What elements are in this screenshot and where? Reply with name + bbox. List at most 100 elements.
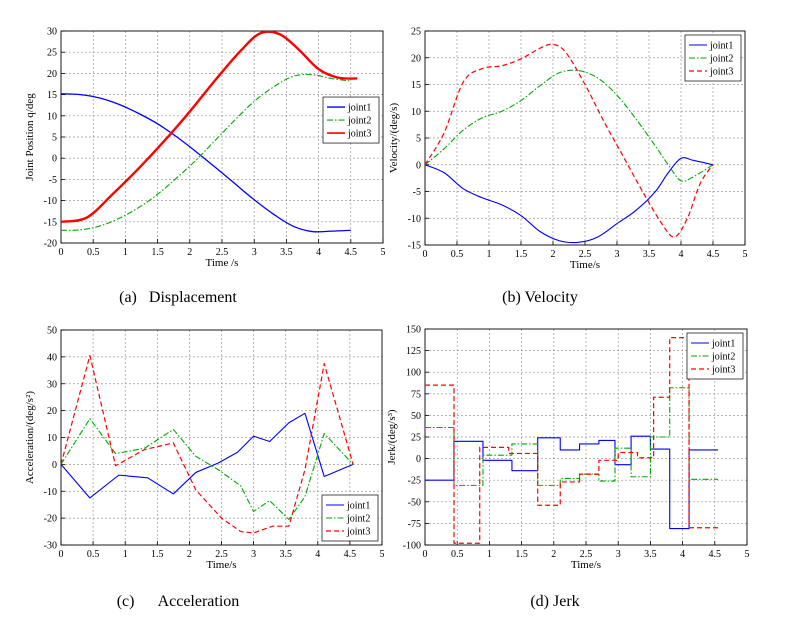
y-tick-label: 150 [406, 325, 421, 336]
series-line-joint3 [61, 31, 358, 223]
series-line-joint2 [425, 69, 714, 182]
chart-c: 0 0.5 1 1.5 2 2.5 3 3.5 4 4.5 5 -30 -20 -10 0 10 20 30 40 5… [24, 326, 385, 611]
legend-label: joint2 [346, 514, 370, 525]
y-axis-label: Jerk/(deg/s³) [386, 409, 398, 465]
x-tick-label: 4 [316, 247, 321, 258]
y-tick-label: 50 [47, 326, 57, 337]
legend-label: joint2 [347, 116, 371, 127]
y-tick-label: 25 [411, 433, 421, 444]
series-line-joint2 [61, 418, 354, 521]
series-line-joint2 [425, 387, 719, 486]
y-tick-label: -15 [44, 217, 57, 228]
y-axis-label: Velocity/(deg/s) [388, 103, 400, 174]
x-tick-label: 1.5 [515, 249, 528, 260]
x-tick-label: 4 [680, 549, 685, 560]
legend: joint1 joint2 joint3 [321, 494, 379, 542]
y-tick-label: -5 [49, 175, 57, 186]
legend-label: joint2 [711, 352, 735, 363]
y-tick-label: 20 [47, 69, 57, 80]
x-tick-label: 2.5 [215, 549, 228, 560]
legend-label: joint2 [709, 54, 733, 65]
x-tick-label: 4.5 [344, 549, 357, 560]
legend-label: joint1 [346, 501, 370, 512]
y-tick-label: 30 [47, 379, 57, 390]
x-tick-label: 5 [743, 249, 748, 260]
x-tick-label: 5 [381, 247, 386, 258]
chart-caption: (a) Displacement [119, 289, 237, 306]
series-line-joint1 [61, 93, 351, 233]
x-tick-label: 2 [187, 247, 192, 258]
x-tick-label: 1.5 [151, 247, 164, 258]
series-line-joint1 [425, 157, 714, 244]
y-tick-label: -10 [44, 196, 57, 207]
x-tick-label: 2.5 [580, 549, 593, 560]
y-tick-label: 10 [47, 111, 57, 122]
y-tick-label: 15 [47, 90, 57, 101]
y-tick-label: 100 [406, 368, 421, 379]
legend-label: joint1 [347, 103, 371, 114]
y-tick-label: 20 [411, 53, 421, 64]
chart-b: 0 0.5 1 1.5 2 2.5 3 3.5 4 4.5 5 -15 -10 -5 0 5 10 15 20 25 T… [388, 27, 748, 307]
x-tick-label: 4.5 [707, 249, 720, 260]
x-tick-label: 2.5 [216, 247, 229, 258]
x-tick-label: 0.5 [451, 549, 464, 560]
x-tick-label: 2.5 [579, 249, 592, 260]
series-line-joint3 [425, 337, 719, 544]
chart-a: 0 0.5 1 1.5 2 2.5 3 3.5 4 4.5 5 -20 -15 -10 -5 0 5 10 15 20… [24, 27, 386, 307]
x-tick-label: 3.5 [279, 549, 292, 560]
x-tick-label: 0 [423, 249, 428, 260]
y-tick-label: -25 [408, 476, 421, 487]
x-axis-label: Time/s [571, 559, 601, 571]
chart-caption: (c) Acceleration [117, 593, 240, 610]
x-tick-label: 2 [551, 549, 556, 560]
x-tick-label: 1 [123, 549, 128, 560]
x-tick-label: 4 [679, 249, 684, 260]
x-tick-label: 3.5 [280, 247, 293, 258]
x-tick-label: 4 [315, 549, 320, 560]
y-tick-label: 50 [411, 411, 421, 422]
y-tick-label: 0 [416, 160, 421, 171]
chart-caption: (b) Velocity [502, 289, 578, 306]
x-tick-label: 4.5 [709, 549, 722, 560]
y-tick-label: 0 [52, 154, 57, 165]
x-tick-label: 3 [616, 549, 621, 560]
legend-label: joint3 [347, 129, 371, 140]
x-tick-label: 0 [423, 549, 428, 560]
x-tick-label: 5 [745, 549, 750, 560]
series-line-joint1 [61, 412, 354, 499]
y-tick-label: 5 [52, 133, 57, 144]
series-line-joint2 [61, 73, 351, 231]
x-tick-label: 1 [123, 247, 128, 258]
x-tick-label: 0 [59, 247, 64, 258]
y-tick-label: 75 [411, 389, 421, 400]
y-axis-label: Acceleration/(deg/s²) [24, 391, 36, 484]
y-tick-label: -10 [44, 487, 57, 498]
y-tick-label: 10 [47, 433, 57, 444]
series-line-joint3 [425, 43, 714, 238]
y-tick-label: 25 [47, 48, 57, 59]
y-tick-label: -75 [408, 519, 421, 530]
x-tick-label: 4.5 [345, 247, 358, 258]
legend: joint1 joint2 joint3 [686, 332, 744, 380]
y-tick-label: -10 [408, 214, 421, 225]
y-tick-label: -50 [408, 497, 421, 508]
chart-d: 0 0.5 1 1.5 2 2.5 3 3.5 4 4.5 5 -100 -75 -50 -25 0 25 50 7… [386, 325, 750, 611]
y-axis-label: Joint Position q/deg [24, 93, 36, 181]
y-tick-label: -20 [44, 514, 57, 525]
y-tick-label: 40 [47, 352, 57, 363]
y-tick-label: 5 [416, 134, 421, 145]
y-tick-label: 0 [52, 460, 57, 471]
chart-caption: (d) Jerk [530, 593, 579, 610]
x-tick-label: 3.5 [643, 249, 656, 260]
legend-label: joint3 [709, 67, 733, 78]
y-tick-label: 10 [411, 107, 421, 118]
x-tick-label: 0.5 [87, 549, 100, 560]
legend: joint1 joint2 joint3 [684, 34, 742, 82]
legend-label: joint1 [709, 41, 733, 52]
x-tick-label: 1 [487, 549, 492, 560]
legend-label: joint3 [711, 365, 735, 376]
x-tick-label: 3 [252, 247, 257, 258]
y-tick-label: 30 [47, 27, 57, 38]
x-tick-label: 5 [380, 549, 385, 560]
y-tick-label: 20 [47, 406, 57, 417]
